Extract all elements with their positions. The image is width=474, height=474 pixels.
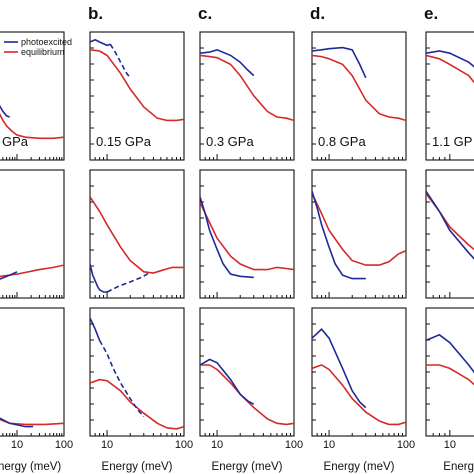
x-axis-label: Energy (meV) bbox=[102, 461, 173, 473]
series-equilibrium bbox=[0, 112, 64, 140]
series-equilibrium bbox=[200, 202, 294, 271]
pressure-label: 1.1 GP bbox=[432, 134, 472, 149]
series-equilibrium bbox=[90, 49, 184, 122]
series-photoexcited bbox=[426, 190, 474, 260]
series-equilibrium bbox=[312, 54, 406, 122]
series-photoexcited-dashed bbox=[98, 340, 145, 418]
series-photoexcited bbox=[0, 271, 18, 280]
panel-2-0 bbox=[199, 31, 295, 161]
panel-1-2: 10 100 bbox=[89, 307, 193, 451]
panel-lines bbox=[90, 317, 184, 430]
x-axis-label: Energy (me bbox=[443, 461, 474, 473]
panel-frame bbox=[311, 307, 407, 437]
panel-3-2: 10 100 bbox=[311, 307, 415, 451]
panel-lines bbox=[0, 264, 64, 280]
series-photoexcited bbox=[90, 263, 108, 293]
series-equilibrium bbox=[90, 378, 184, 430]
panel-1-0 bbox=[89, 31, 185, 161]
panel-lines bbox=[200, 196, 294, 279]
x-tick-label: 100 bbox=[55, 439, 73, 451]
panel-0-0 bbox=[0, 31, 65, 161]
panel-2-2: 10 100 bbox=[199, 307, 303, 451]
pressure-label: 0.8 GPa bbox=[318, 134, 366, 149]
x-tick-label: 10 bbox=[444, 439, 456, 451]
series-photoexcited bbox=[0, 417, 34, 428]
x-tick-label: 10 bbox=[211, 439, 223, 451]
series-photoexcited-dashed bbox=[109, 43, 131, 79]
series-equilibrium bbox=[312, 193, 406, 266]
panel-lines bbox=[312, 328, 406, 426]
panel-frame bbox=[0, 307, 65, 437]
panel-3-1 bbox=[311, 169, 407, 299]
x-tick-label: 100 bbox=[175, 439, 193, 451]
panel-lines bbox=[0, 417, 64, 428]
series-equilibrium bbox=[90, 196, 184, 274]
panel-lines bbox=[0, 104, 64, 140]
panel-lines bbox=[90, 38, 184, 122]
legend-label-photoexcited: photoexcited bbox=[21, 37, 72, 47]
panel-lines bbox=[312, 46, 406, 122]
panel-frame bbox=[0, 169, 65, 299]
series-photoexcited bbox=[200, 48, 255, 77]
legend: photoexcited equilibrium bbox=[4, 37, 72, 57]
series-photoexcited bbox=[90, 317, 101, 341]
x-tick-label: 10 bbox=[11, 439, 23, 451]
series-equilibrium bbox=[426, 364, 474, 386]
panel-lines bbox=[90, 196, 184, 293]
x-tick-label: 10 bbox=[101, 439, 113, 451]
panel-letter: b. bbox=[88, 4, 103, 23]
x-axis-label: nergy (meV) bbox=[0, 461, 61, 473]
panel-4-1 bbox=[425, 169, 474, 299]
x-tick-label: 100 bbox=[397, 439, 415, 451]
panel-frame bbox=[89, 307, 185, 437]
series-photoexcited bbox=[426, 50, 474, 68]
series-equilibrium bbox=[312, 364, 406, 426]
panel-frame bbox=[199, 169, 295, 299]
series-photoexcited bbox=[0, 104, 10, 118]
series-photoexcited bbox=[90, 38, 111, 47]
x-axis-label: Energy (meV) bbox=[212, 461, 283, 473]
x-axis-label: Energy (meV) bbox=[324, 461, 395, 473]
series-photoexcited-dashed bbox=[106, 272, 150, 293]
panel-lines bbox=[426, 333, 474, 386]
pressure-label: 0.15 GPa bbox=[96, 134, 152, 149]
panel-letter: d. bbox=[310, 4, 325, 23]
series-equilibrium bbox=[426, 54, 474, 84]
legend-label-equilibrium: equilibrium bbox=[21, 47, 65, 57]
panel-3-0 bbox=[311, 31, 407, 161]
panel-frame bbox=[199, 307, 295, 437]
panel-frame bbox=[425, 169, 474, 299]
panel-lines bbox=[200, 358, 294, 426]
series-photoexcited bbox=[312, 46, 367, 79]
series-photoexcited bbox=[312, 328, 367, 409]
panel-0-2: 10 100 bbox=[0, 307, 73, 451]
series-equilibrium bbox=[200, 364, 294, 426]
pressure-label: GPa bbox=[2, 134, 29, 149]
panel-4-2: 10 bbox=[425, 307, 474, 451]
pressure-label: 0.3 GPa bbox=[206, 134, 254, 149]
panel-1-1 bbox=[89, 169, 185, 299]
panel-letter: e. bbox=[424, 4, 438, 23]
series-photoexcited bbox=[312, 190, 366, 280]
panels-layer: 10 100 10 100 10 100 10 100 10 bbox=[0, 31, 474, 451]
series-equilibrium bbox=[200, 54, 294, 122]
panel-lines bbox=[200, 48, 294, 122]
panel-lines bbox=[426, 50, 474, 84]
labels-layer: GPa nergy (meV) b. 0.15 GPa Energy (meV) c. 0.… bbox=[0, 4, 474, 473]
series-equilibrium bbox=[0, 264, 64, 278]
series-photoexcited bbox=[200, 196, 254, 279]
panel-4-0 bbox=[425, 31, 474, 161]
series-equilibrium bbox=[0, 418, 64, 426]
panel-frame bbox=[425, 307, 474, 437]
series-photoexcited bbox=[200, 358, 255, 405]
x-tick-label: 100 bbox=[285, 439, 303, 451]
panel-2-1 bbox=[199, 169, 295, 299]
panel-lines bbox=[426, 190, 474, 260]
x-tick-label: 10 bbox=[323, 439, 335, 451]
panel-letter: c. bbox=[198, 4, 212, 23]
panel-lines bbox=[312, 190, 406, 280]
panel-0-1 bbox=[0, 169, 65, 299]
series-photoexcited bbox=[426, 333, 474, 374]
